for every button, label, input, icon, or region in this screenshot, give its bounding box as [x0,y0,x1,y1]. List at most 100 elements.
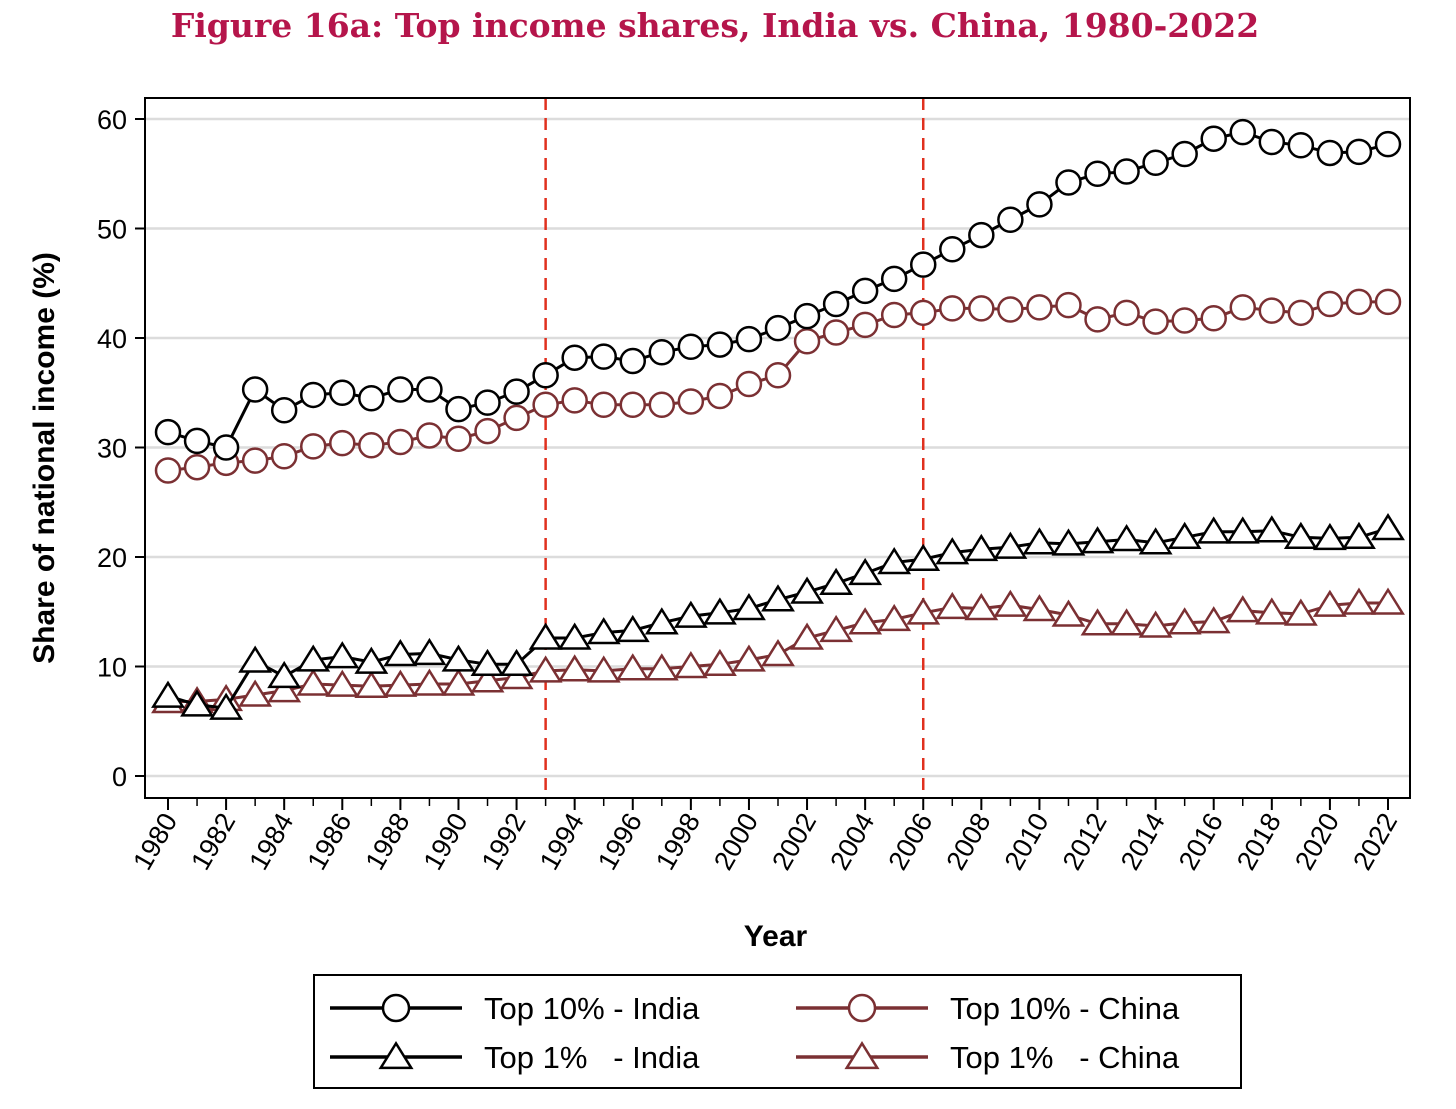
data-point [383,669,418,697]
data-point [735,370,763,398]
data-point [325,669,360,697]
data-point [1229,118,1257,146]
data-point [761,638,795,667]
data-point [848,607,883,635]
data-point [241,376,269,403]
y-tick-label: 50 [97,215,127,245]
x-tick-label: 1988 [360,808,416,875]
data-point [416,376,443,403]
data-point [1026,191,1053,218]
x-tick-label: 1984 [243,808,299,875]
data-point [1109,608,1144,636]
data-point [270,443,298,470]
data-point [561,344,588,371]
data-point [706,331,734,358]
data-point [1258,297,1286,324]
data-point [590,391,617,419]
data-point [412,637,447,666]
legend-label: Top 10% - China [950,991,1180,1026]
data-point [1080,526,1115,554]
data-point [267,660,302,689]
y-tick-label: 0 [112,762,127,792]
data-point [877,603,912,632]
series-4 [151,587,1405,714]
data-point [615,653,650,681]
x-tick-label: 2014 [1115,808,1171,875]
data-point [851,311,879,339]
x-tick-label: 2018 [1231,808,1287,875]
x-tick-label: 2006 [882,808,938,875]
data-point [997,296,1024,323]
data-point [732,592,766,621]
legend-label: Top 1% - India [484,1040,700,1075]
data-point [619,347,647,375]
data-point [706,382,734,410]
x-tick-label: 1996 [592,808,648,875]
data-point [586,617,621,645]
data-point [503,378,530,405]
data-point [935,537,970,565]
data-point [1374,130,1402,158]
data-point [819,614,854,643]
data-point [180,689,214,717]
x-tick-label: 2016 [1173,808,1229,875]
data-point [1196,516,1231,544]
data-point [299,381,327,409]
data-point [270,397,298,424]
data-point [1080,608,1115,636]
data-point [615,614,650,643]
data-point [764,314,792,342]
data-point [209,692,244,720]
data-point [968,295,995,322]
x-tick-label: 1994 [534,808,590,875]
data-point [1374,288,1402,316]
data-point [1167,521,1202,550]
data-point [877,546,912,575]
data-point [354,646,389,674]
data-point [358,384,385,412]
data-point [267,675,302,703]
x-tick-label: 2004 [824,808,880,875]
x-tick-label: 2008 [941,808,997,875]
data-point [1113,299,1140,327]
data-point [848,557,883,586]
data-point [1371,587,1405,615]
x-axis: 1980 1982 1984 1986 1988 1990 1992 1994 1996 1998… [127,798,1403,875]
data-point [1225,595,1260,623]
data-point [1371,513,1405,541]
legend-item: Top 1% - China [796,1040,1180,1075]
data-point [1084,160,1111,187]
legend-item: Top 10% - China [796,991,1180,1026]
data-point [1316,290,1344,318]
data-point [1171,307,1198,334]
y-tick-label: 30 [97,434,127,464]
data-point [378,1040,414,1070]
data-point [1345,288,1373,316]
data-point [416,422,443,449]
y-tick-label: 60 [97,105,127,135]
series-2 [154,288,1402,484]
data-point [474,389,501,416]
data-point [387,428,414,456]
series-line [167,527,1389,710]
x-tick-label: 2000 [708,808,764,875]
data-point [648,338,676,366]
data-point [296,644,331,672]
data-point [470,648,505,677]
data-point [1138,527,1173,555]
data-point [528,655,563,683]
x-tick-label: 2022 [1347,808,1403,875]
legend-item: Top 10% - India [330,991,700,1026]
data-point [441,668,476,696]
x-tick-label: 1998 [650,808,706,875]
data-point [1196,606,1231,634]
data-point [619,391,647,419]
data-point [238,645,273,673]
data-point [1283,598,1318,626]
data-point [1022,594,1057,622]
data-point [935,591,970,620]
data-point [1283,521,1318,550]
data-point [1316,139,1344,167]
data-point [964,592,999,621]
data-point [1312,522,1347,551]
